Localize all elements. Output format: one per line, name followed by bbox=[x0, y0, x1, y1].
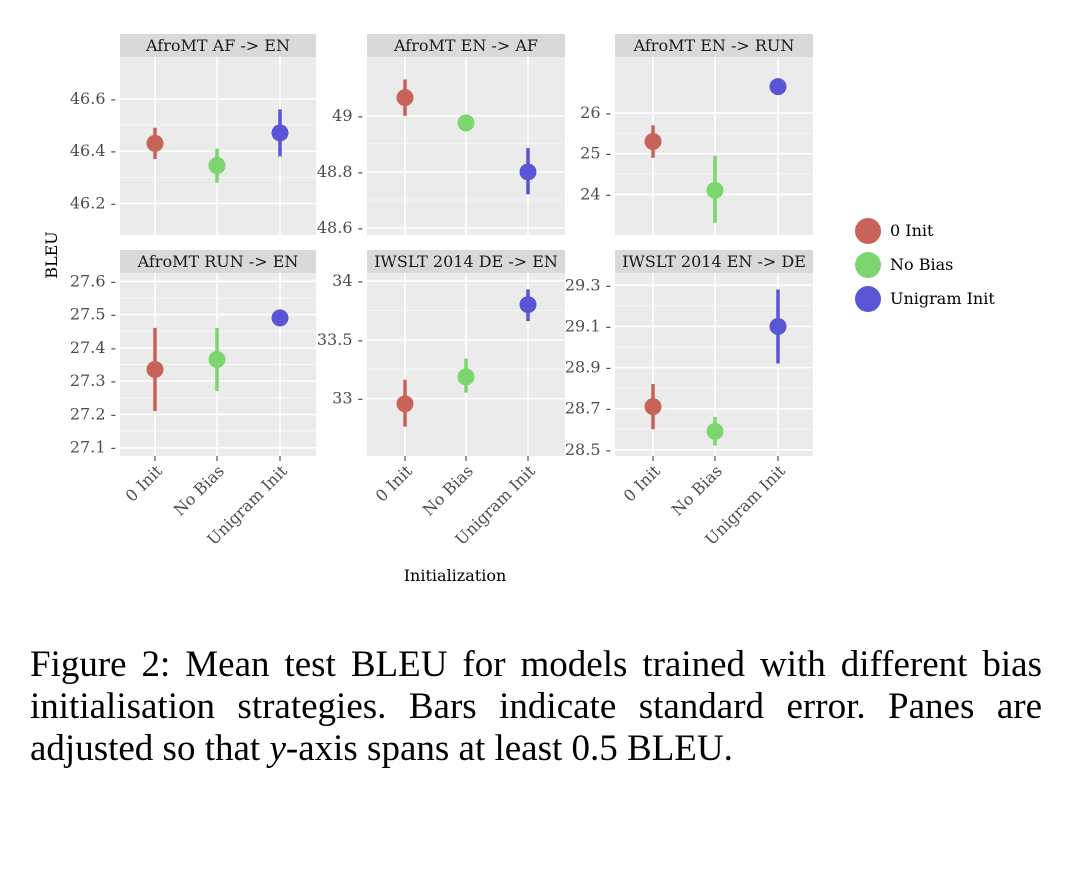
y-tick-label: 34 - bbox=[332, 271, 363, 290]
figure-caption: Figure 2: Mean test BLEU for models trai… bbox=[30, 644, 1042, 770]
y-tick-label: 28.5 - bbox=[565, 440, 611, 459]
y-tick-label: 33.5 - bbox=[317, 330, 363, 349]
caption-body-2: -axis spans at least 0.5 bbox=[285, 728, 618, 769]
facet-panel: AfroMT AF -> EN 46.2 - 46.4 - 46.6 - bbox=[70, 34, 316, 235]
facet-title: AfroMT EN -> AF bbox=[393, 36, 538, 55]
data-point bbox=[396, 89, 414, 107]
caption-bleu-term-2: BLEU bbox=[627, 728, 724, 769]
caption-prefix: Figure 2: Mean test bbox=[30, 644, 336, 685]
data-point bbox=[519, 163, 537, 181]
facet-strip bbox=[615, 34, 813, 57]
x-tick-label: 0 Init bbox=[620, 461, 665, 506]
data-point bbox=[208, 351, 226, 369]
facet-panel: AfroMT EN -> RUN 24 - 25 - 26 - bbox=[580, 34, 813, 235]
facet-strip bbox=[120, 250, 316, 273]
y-tick-label: 29.1 - bbox=[565, 316, 611, 335]
y-tick-label: 24 - bbox=[580, 184, 611, 203]
y-tick-label: 48.6 - bbox=[317, 218, 363, 237]
y-tick-label: 27.4 - bbox=[70, 338, 116, 357]
y-tick-label: 27.3 - bbox=[70, 371, 116, 390]
y-tick-label: 27.2 - bbox=[70, 404, 116, 423]
y-tick-label: 27.6 - bbox=[70, 271, 116, 290]
y-tick-label: 28.7 - bbox=[565, 399, 611, 418]
facet-title: AfroMT AF -> EN bbox=[145, 36, 290, 55]
y-tick-label: 28.9 - bbox=[565, 358, 611, 377]
data-point bbox=[769, 78, 787, 96]
y-tick-label: 25 - bbox=[580, 144, 611, 163]
y-tick-label: 49 - bbox=[332, 106, 363, 125]
legend: 0 Init No Bias Unigram Init bbox=[855, 218, 995, 312]
facet-title: IWSLT 2014 DE -> EN bbox=[374, 252, 558, 271]
y-tick-label: 46.4 - bbox=[70, 141, 116, 160]
facet-strip bbox=[367, 250, 565, 273]
y-tick-label: 27.1 - bbox=[70, 438, 116, 457]
legend-label: No Bias bbox=[890, 255, 953, 274]
facet-title: AfroMT EN -> RUN bbox=[633, 36, 795, 55]
data-point bbox=[644, 133, 662, 151]
facet-panel: AfroMT EN -> AF 48.6 - 48.8 - 49 - bbox=[317, 34, 565, 237]
x-tick-label: 0 Init bbox=[372, 461, 417, 506]
x-tick-label: No Bias bbox=[170, 461, 228, 519]
data-point bbox=[706, 422, 724, 440]
x-tick-label: No Bias bbox=[668, 461, 726, 519]
caption-body: for models trained with different bias i… bbox=[30, 644, 1042, 769]
facet-strip bbox=[367, 34, 565, 57]
data-point bbox=[146, 134, 164, 152]
x-tick-label: No Bias bbox=[419, 461, 477, 519]
facet-strip bbox=[615, 250, 813, 273]
data-point bbox=[146, 360, 164, 378]
data-point bbox=[271, 309, 289, 327]
x-tick-label: 0 Init bbox=[122, 461, 167, 506]
legend-label: Unigram Init bbox=[890, 289, 995, 308]
data-point bbox=[457, 114, 475, 132]
caption-y-var: y bbox=[269, 728, 286, 769]
y-tick-label: 46.2 - bbox=[70, 194, 116, 213]
y-tick-label: 48.8 - bbox=[317, 162, 363, 181]
y-tick-label: 33 - bbox=[332, 389, 363, 408]
data-point bbox=[271, 124, 289, 142]
x-axis-title: Initialization bbox=[404, 566, 507, 585]
data-point bbox=[396, 395, 414, 413]
legend-key bbox=[855, 218, 881, 244]
legend-key bbox=[855, 252, 881, 278]
legend-label: 0 Init bbox=[890, 221, 934, 240]
y-tick-label: 46.6 - bbox=[70, 89, 116, 108]
data-point bbox=[706, 181, 724, 199]
facet-strip bbox=[120, 34, 316, 57]
caption-bleu-term: BLEU bbox=[350, 644, 448, 685]
data-point bbox=[644, 398, 662, 416]
facet-title: IWSLT 2014 EN -> DE bbox=[622, 252, 806, 271]
data-point bbox=[208, 157, 226, 175]
facet-title: AfroMT RUN -> EN bbox=[137, 252, 299, 271]
caption-suffix: . bbox=[723, 728, 733, 769]
data-point bbox=[519, 296, 537, 314]
y-tick-label: 27.5 - bbox=[70, 305, 116, 324]
data-point bbox=[769, 317, 787, 335]
y-tick-label: 26 - bbox=[580, 103, 611, 122]
y-tick-label: 29.3 - bbox=[565, 275, 611, 294]
legend-key bbox=[855, 286, 881, 312]
y-axis-title: BLEU bbox=[42, 231, 61, 279]
data-point bbox=[457, 368, 475, 386]
facet-panel: AfroMT RUN -> EN 27.1 - 27.2 - 27.3 - 27.4 -… bbox=[70, 250, 316, 549]
facet-panel: IWSLT 2014 EN -> DE 28.5 - 28.7 - 28.9 - 29.… bbox=[565, 250, 813, 549]
facet-panel: IWSLT 2014 DE -> EN 33 - 33.5 - 34 - 0 Init N… bbox=[317, 250, 565, 549]
